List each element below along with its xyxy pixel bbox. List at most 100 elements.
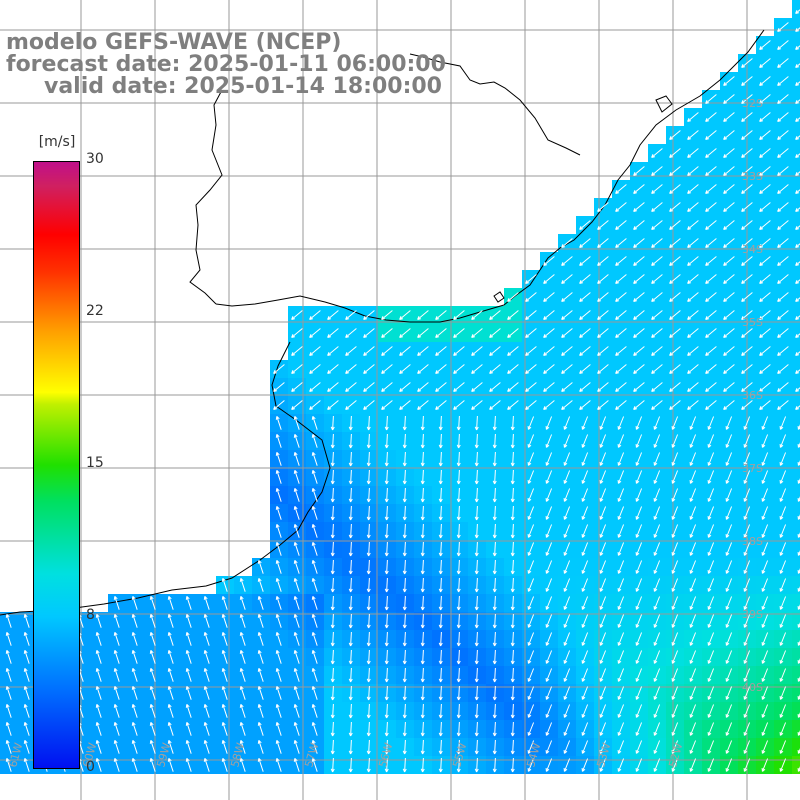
wind-cell (792, 360, 800, 378)
wind-arrow (510, 595, 515, 611)
wind-arrow (327, 364, 339, 374)
wind-arrow (527, 506, 535, 520)
wind-arrow (545, 578, 553, 592)
wind-arrow (309, 346, 321, 356)
wind-arrow (543, 328, 555, 338)
forecast-date: forecast date: 2025-01-11 06:00:00 (6, 52, 446, 77)
wind-arrow (275, 541, 282, 556)
wind-arrow (420, 739, 425, 755)
wind-arrow (239, 703, 246, 718)
wind-arrow (456, 757, 461, 773)
wind-arrow (617, 542, 625, 556)
wind-arrow (95, 703, 102, 718)
wind-arrow (795, 225, 800, 230)
wind-arrow (363, 310, 375, 320)
wind-arrow (687, 184, 699, 194)
wind-arrow (384, 721, 389, 737)
wind-arrow (384, 739, 389, 755)
wind-cell (792, 414, 800, 432)
wind-cell (792, 54, 800, 72)
wind-arrow (759, 274, 771, 284)
wind-arrow (705, 148, 717, 158)
wind-arrow (221, 703, 228, 718)
wind-arrow (687, 400, 699, 410)
wind-arrow (525, 400, 537, 410)
wind-arrow (723, 310, 735, 320)
wind-arrow (741, 166, 753, 176)
wind-arrow (131, 739, 138, 754)
wind-arrow (381, 400, 393, 410)
border-line (409, 53, 581, 156)
wind-arrow (795, 243, 800, 248)
wind-arrow (653, 668, 661, 682)
wind-arrow (435, 310, 447, 320)
wind-arrow (438, 451, 443, 467)
wind-arrow (779, 578, 787, 592)
wind-arrow (669, 382, 681, 392)
wind-arrow (293, 577, 300, 592)
wind-arrow (384, 505, 389, 521)
wind-arrow (275, 433, 282, 448)
wind-arrow (723, 364, 735, 374)
wind-arrow (707, 560, 715, 574)
wind-arrow (345, 346, 357, 356)
wind-arrow (545, 542, 553, 556)
wind-arrow (399, 328, 411, 338)
wind-arrow (779, 668, 787, 682)
wind-arrow (705, 202, 717, 212)
wind-arrow (438, 559, 443, 575)
wind-arrow (167, 703, 174, 718)
wind-arrow (456, 703, 461, 719)
wind-arrow (761, 686, 769, 700)
wind-arrow (669, 292, 681, 302)
wind-arrow (293, 433, 300, 448)
wind-arrow (239, 631, 246, 646)
wind-arrow (741, 346, 753, 356)
wind-arrow (761, 542, 769, 556)
wind-arrow (617, 614, 625, 628)
wind-arrow (363, 346, 375, 356)
wind-arrow (348, 631, 353, 647)
wind-arrow (743, 704, 751, 718)
wind-arrow (707, 596, 715, 610)
wind-arrow (599, 650, 607, 664)
wind-arrow (185, 667, 192, 682)
wind-cell (792, 126, 800, 144)
wind-arrow (777, 364, 789, 374)
wind-arrow (5, 631, 12, 646)
wind-arrow (759, 220, 771, 230)
wind-arrow (579, 256, 591, 266)
wind-arrow (723, 292, 735, 302)
wind-arrow (777, 22, 789, 32)
wind-arrow (402, 541, 407, 557)
wind-arrow (725, 578, 733, 592)
wind-arrow (597, 238, 609, 248)
wind-arrow (527, 578, 535, 592)
wind-arrow (291, 328, 303, 338)
wind-arrow (651, 292, 663, 302)
wind-arrow (581, 704, 589, 718)
wind-arrow (348, 649, 353, 665)
wind-arrow (615, 400, 627, 410)
wind-arrow (527, 632, 535, 646)
wind-arrow (687, 364, 699, 374)
wind-arrow (633, 220, 645, 230)
wind-arrow (95, 739, 102, 754)
wind-arrow (725, 614, 733, 628)
wind-arrow (527, 416, 535, 430)
wind-arrow (438, 541, 443, 557)
wind-arrow (687, 274, 699, 284)
wind-cell (792, 522, 800, 540)
lat-label: 32S (742, 97, 763, 110)
wind-arrow (474, 523, 479, 539)
wind-arrow (5, 757, 12, 772)
wind-arrow (543, 292, 555, 302)
wind-arrow (438, 721, 443, 737)
wind-arrow (221, 613, 228, 628)
wind-arrow (561, 292, 573, 302)
wind-arrow (617, 578, 625, 592)
wind-arrow (617, 740, 625, 754)
wind-arrow (579, 328, 591, 338)
wind-arrow (743, 722, 751, 736)
